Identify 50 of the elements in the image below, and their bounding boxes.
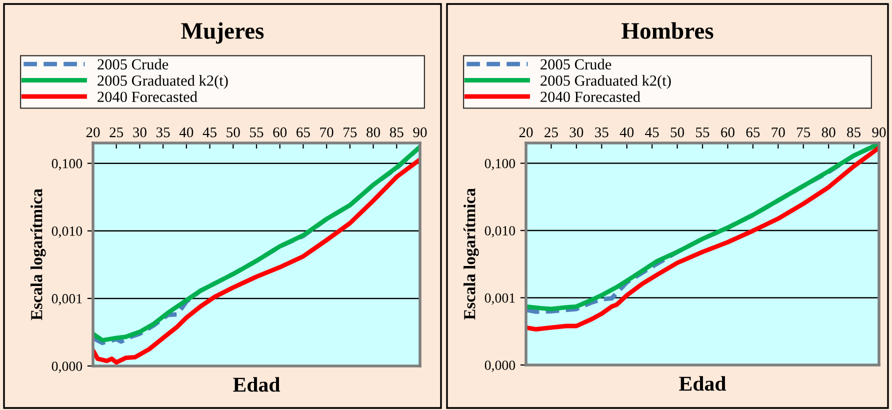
x-tick-label: 40 xyxy=(179,127,194,138)
x-tick-label: 45 xyxy=(202,128,217,138)
x-tick-label: 70 xyxy=(772,127,785,138)
x-tick-label: 60 xyxy=(273,127,287,138)
y-tick-label: 0,000 xyxy=(484,360,516,372)
chart-title: Mujeres xyxy=(181,22,264,44)
x-tick-label: 30 xyxy=(570,127,584,138)
legend-label: 2005 Crude xyxy=(540,58,612,70)
x-tick-label: 55 xyxy=(250,128,264,138)
x-tick-label: 80 xyxy=(822,127,836,138)
x-tick-label: 20 xyxy=(86,127,100,138)
y-tick-label: 0,100 xyxy=(52,158,82,170)
x-axis-title: Edad xyxy=(233,377,280,392)
x-tick-label: 55 xyxy=(696,128,710,138)
legend-label: 2040 Forecasted xyxy=(98,91,198,102)
x-tick-label: 35 xyxy=(156,127,170,138)
x-tick-label: 65 xyxy=(746,127,760,138)
x-axis-title: Edad xyxy=(679,376,726,391)
x-tick-label: 90 xyxy=(872,127,886,138)
chart-title: Hombres xyxy=(622,22,714,39)
x-tick-label: 30 xyxy=(133,127,146,138)
y-tick-label: 0,100 xyxy=(484,158,516,170)
legend-label: 2005 Graduated k2(t) xyxy=(98,75,228,89)
x-tick-label: 40 xyxy=(620,127,634,138)
x-tick-label: 50 xyxy=(226,127,240,138)
legend-label: 2005 Crude xyxy=(98,58,168,70)
x-tick-label: 50 xyxy=(670,127,684,138)
y-axis-title: Escala logarítmica xyxy=(464,188,479,320)
x-tick-label: 45 xyxy=(645,128,659,138)
y-tick-label: 0,010 xyxy=(484,226,516,238)
x-tick-label: 85 xyxy=(847,127,861,138)
y-tick-label: 0,001 xyxy=(484,293,515,305)
y-axis-title: Escala logarítmica xyxy=(30,188,46,320)
x-tick-label: 20 xyxy=(519,127,533,138)
x-tick-label: 85 xyxy=(390,127,404,138)
x-tick-label: 35 xyxy=(595,127,608,138)
x-tick-label: 90 xyxy=(413,127,427,138)
y-tick-label: 0,000 xyxy=(52,362,82,373)
x-tick-label: 70 xyxy=(320,127,334,138)
y-tick-label: 0,001 xyxy=(52,294,82,306)
y-tick-label: 0,010 xyxy=(52,226,82,238)
x-tick-label: 80 xyxy=(366,127,380,138)
x-tick-label: 75 xyxy=(797,128,810,138)
legend-label: 2040 Forecasted xyxy=(540,91,640,102)
x-tick-label: 75 xyxy=(344,128,357,138)
x-tick-label: 65 xyxy=(296,127,310,138)
x-tick-label: 25 xyxy=(110,127,124,138)
x-tick-label: 60 xyxy=(721,127,734,138)
x-tick-label: 25 xyxy=(544,127,558,138)
legend-label: 2005 Graduated k2(t) xyxy=(540,75,671,89)
